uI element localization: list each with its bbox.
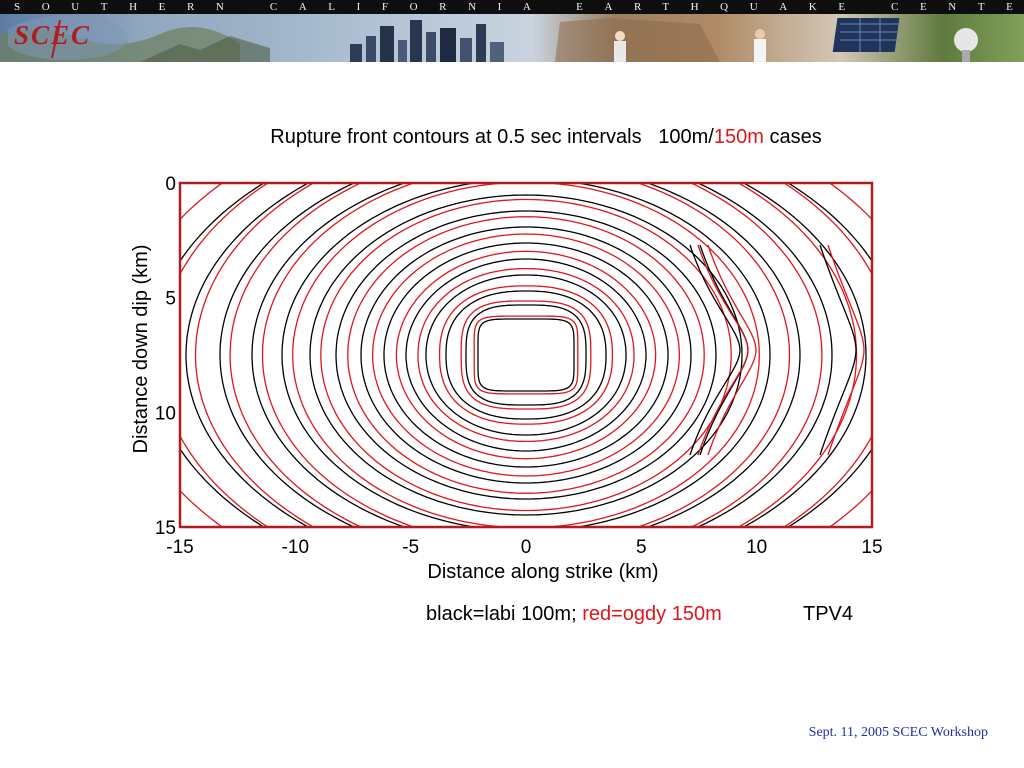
- x-tick-label: 10: [746, 537, 767, 558]
- contour-line-black: [360, 226, 692, 484]
- y-tick-label: 5: [165, 289, 176, 310]
- banner: SOUTHERN CALIFORNIA EARTHQUAKE CENTER SC…: [0, 0, 1024, 62]
- contour-line-black: [309, 194, 743, 516]
- x-tick-label: -5: [402, 537, 419, 558]
- scec-logo-text: SCEC: [14, 20, 92, 50]
- x-axis-label: Distance along strike (km): [427, 561, 658, 583]
- contour-line-red: [261, 183, 791, 527]
- x-tick-label: -15: [166, 537, 193, 558]
- contour-line-red: [707, 244, 757, 456]
- y-axis-ticks: 0 5 10 15: [155, 174, 176, 539]
- contour-line-red: [460, 300, 592, 410]
- contour-line-black: [445, 290, 607, 420]
- contour-line-red: [417, 267, 635, 443]
- contour-line-red: [697, 244, 749, 456]
- x-tick-label: 0: [521, 537, 532, 558]
- legend-black: black=labi 100m;: [426, 603, 582, 625]
- contour-line-red: [180, 183, 872, 527]
- contour-line-black: [383, 242, 669, 468]
- contour-line-red: [194, 183, 858, 527]
- contour-line-black: [185, 183, 867, 527]
- footer-date: Sept. 11, 2005 SCEC Workshop: [808, 725, 988, 740]
- contour-line-red: [438, 285, 614, 425]
- legend-red: red=ogdy 150m: [582, 603, 722, 625]
- contour-line-red: [320, 198, 732, 512]
- contour-line-black: [281, 183, 771, 527]
- contour-line-red: [371, 233, 681, 477]
- contour-line-black: [219, 183, 833, 527]
- contour-line-red: [395, 250, 657, 460]
- contour-line-red: [347, 216, 705, 494]
- x-tick-label: 5: [636, 537, 647, 558]
- chart-title-highlight: 150m: [714, 126, 764, 148]
- contour-line-black: [425, 274, 627, 436]
- plot-frame: [178, 181, 874, 529]
- contour-line-red: [473, 315, 579, 395]
- y-tick-label: 0: [165, 174, 176, 195]
- banner-photo-collage: [0, 18, 978, 62]
- y-axis-label: Distance down dip (km): [130, 245, 152, 454]
- contour-line-red: [827, 244, 865, 456]
- contour-line-black: [819, 244, 857, 456]
- y-tick-label: 15: [155, 518, 176, 539]
- x-tick-label: 15: [861, 537, 882, 558]
- contour-line-red: [292, 183, 760, 527]
- contour-line-red: [229, 183, 823, 527]
- chart-title: Rupture front contours at 0.5 sec interv…: [270, 126, 821, 148]
- contour-lines: [180, 183, 872, 527]
- contour-line-black: [477, 318, 575, 392]
- chart-title-suffix: cases: [764, 126, 822, 148]
- legend-text: black=labi 100m; red=ogdy 150m: [426, 603, 722, 625]
- banner-title-strip: [0, 0, 1024, 14]
- legend-tpv: TPV4: [803, 603, 853, 625]
- contour-line-black: [689, 244, 741, 456]
- chart-title-prefix: Rupture front contours at 0.5 sec interv…: [270, 126, 714, 148]
- contour-line-black: [251, 183, 801, 527]
- contour-line-black: [465, 304, 587, 406]
- contour-line-black: [405, 258, 647, 452]
- x-axis-ticks: -15 -10 -5 0 5 10 15: [166, 537, 882, 558]
- banner-title: SOUTHERN CALIFORNIA EARTHQUAKE CENTER: [14, 1, 1024, 13]
- scec-logo: [8, 16, 128, 60]
- y-tick-label: 10: [155, 403, 176, 424]
- contour-line-black: [335, 210, 717, 500]
- x-tick-label: -10: [282, 537, 309, 558]
